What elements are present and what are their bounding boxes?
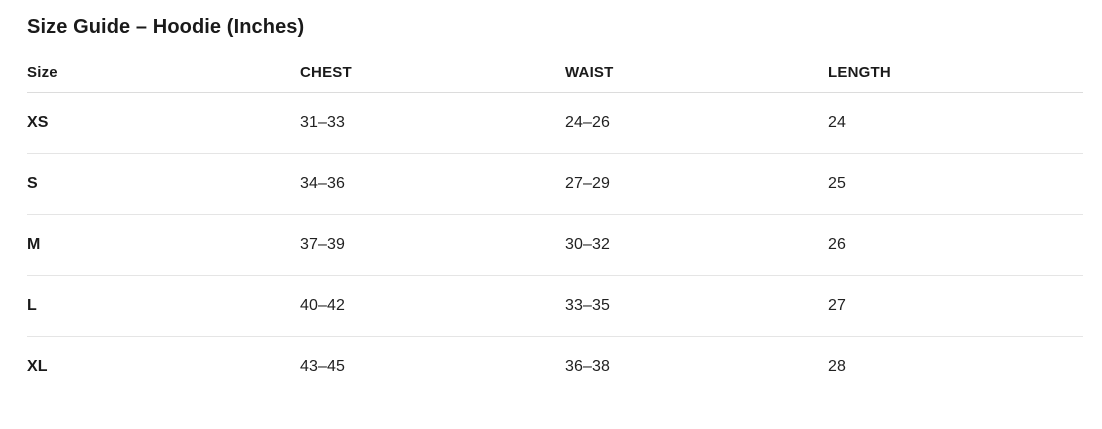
table-row: M 37–39 30–32 26 bbox=[27, 214, 1083, 276]
column-header-length: LENGTH bbox=[828, 56, 1083, 93]
cell-size: XL bbox=[27, 358, 48, 375]
size-table-body: XS 31–33 24–26 24 S 34–36 27–29 25 M 37–39 30–32 26… bbox=[27, 92, 1083, 398]
cell-waist: 24–26 bbox=[565, 92, 828, 154]
table-header: Size CHEST WAIST LENGTH bbox=[27, 56, 1083, 93]
cell-length: 28 bbox=[828, 358, 846, 375]
cell-length: 26 bbox=[828, 214, 1083, 276]
cell-chest: 37–39 bbox=[300, 214, 565, 276]
cell-size: S bbox=[27, 153, 300, 215]
table-row: XL 43–45 36–38 28 bbox=[27, 337, 1083, 398]
cell-size: XS bbox=[27, 92, 300, 154]
column-header-size: Size bbox=[27, 56, 300, 93]
table-row: XS 31–33 24–26 24 bbox=[27, 92, 1083, 154]
table-row: S 34–36 27–29 25 bbox=[27, 153, 1083, 215]
cell-waist: 30–32 bbox=[565, 214, 828, 276]
size-guide-table: Size CHEST WAIST LENGTH XS 31–33 24–26 24 S 3… bbox=[27, 56, 1083, 397]
cell-chest: 31–33 bbox=[300, 92, 565, 154]
cell-size: M bbox=[27, 214, 300, 276]
cell-length: 27 bbox=[828, 275, 1083, 337]
cell-waist: 27–29 bbox=[565, 153, 828, 215]
size-guide-page: Size Guide – Hoodie (Inches) Size CHEST … bbox=[27, 16, 1083, 397]
cell-waist: 33–35 bbox=[565, 275, 828, 337]
column-header-waist: WAIST bbox=[565, 56, 828, 93]
cell-chest: 34–36 bbox=[300, 153, 565, 215]
cell-length: 25 bbox=[828, 153, 1083, 215]
cell-size: L bbox=[27, 275, 300, 337]
cell-waist: 36–38 bbox=[565, 358, 610, 375]
table-row: L 40–42 33–35 27 bbox=[27, 275, 1083, 337]
cell-chest: 43–45 bbox=[300, 358, 345, 375]
column-header-chest: CHEST bbox=[300, 56, 565, 93]
header-row: Size CHEST WAIST LENGTH bbox=[27, 56, 1083, 93]
page-title: Size Guide – Hoodie (Inches) bbox=[27, 16, 305, 38]
cell-chest: 40–42 bbox=[300, 275, 565, 337]
cell-length: 24 bbox=[828, 92, 1083, 154]
